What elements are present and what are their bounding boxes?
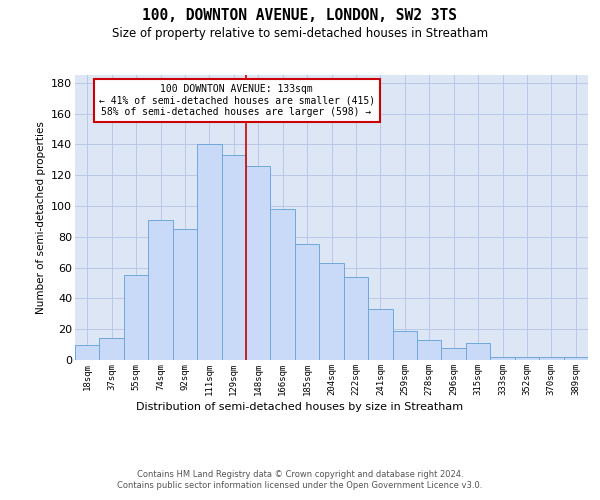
Bar [148, 220, 173, 360]
Bar [197, 144, 221, 360]
Bar [466, 343, 490, 360]
Bar [75, 344, 100, 360]
Text: 100, DOWNTON AVENUE, LONDON, SW2 3TS: 100, DOWNTON AVENUE, LONDON, SW2 3TS [143, 8, 458, 22]
Bar [319, 263, 344, 360]
Text: Contains HM Land Registry data © Crown copyright and database right 2024.: Contains HM Land Registry data © Crown c… [137, 470, 463, 479]
Bar [246, 166, 271, 360]
Bar [271, 209, 295, 360]
Bar [344, 277, 368, 360]
Bar [221, 155, 246, 360]
Text: Contains public sector information licensed under the Open Government Licence v3: Contains public sector information licen… [118, 481, 482, 490]
Bar [490, 357, 515, 360]
Bar [368, 309, 392, 360]
Bar [124, 276, 148, 360]
Text: 100 DOWNTON AVENUE: 133sqm
← 41% of semi-detached houses are smaller (415)
58% o: 100 DOWNTON AVENUE: 133sqm ← 41% of semi… [98, 84, 374, 116]
Text: Size of property relative to semi-detached houses in Streatham: Size of property relative to semi-detach… [112, 28, 488, 40]
Bar [563, 357, 588, 360]
Text: Distribution of semi-detached houses by size in Streatham: Distribution of semi-detached houses by … [136, 402, 464, 412]
Bar [173, 229, 197, 360]
Bar [100, 338, 124, 360]
Y-axis label: Number of semi-detached properties: Number of semi-detached properties [35, 121, 46, 314]
Bar [295, 244, 319, 360]
Bar [417, 340, 442, 360]
Bar [515, 357, 539, 360]
Bar [539, 357, 563, 360]
Bar [392, 330, 417, 360]
Bar [442, 348, 466, 360]
